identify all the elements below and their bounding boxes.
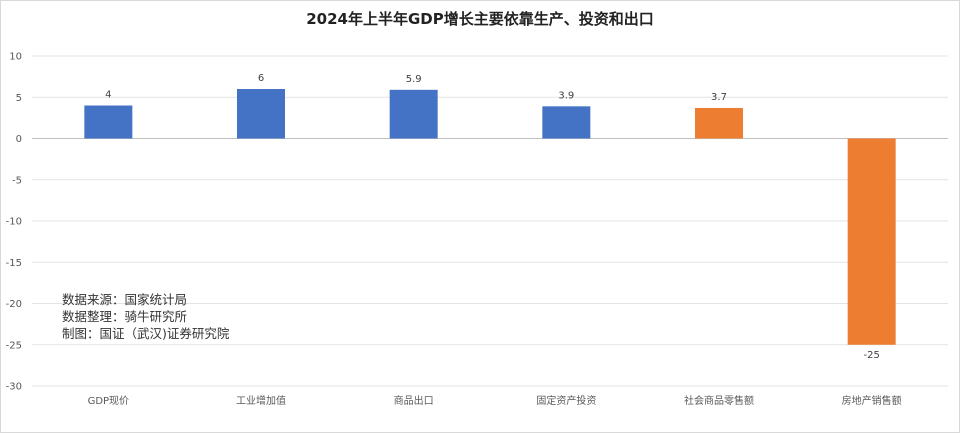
data-label: 3.9: [558, 90, 574, 101]
x-category-label: GDP现价: [88, 395, 129, 407]
y-tick-label: -20: [6, 299, 22, 310]
data-labels: 4 6 5.9 3.9 3.7 -25: [105, 73, 880, 361]
bars: [84, 89, 896, 345]
note-chart-maker: 制图：国证（武汉)证券研究院: [62, 326, 230, 341]
y-tick-label: -30: [6, 382, 22, 393]
data-label: 5.9: [406, 74, 422, 85]
bar: [389, 89, 438, 139]
note-data-compiled: 数据整理：骑牛研究所: [62, 309, 188, 324]
data-label: -25: [863, 350, 879, 361]
y-axis-ticks: 10 5 0 -5 -10 -15 -20 -25 -30: [6, 52, 22, 393]
y-tick-label: 5: [16, 93, 22, 104]
data-label: 3.7: [711, 92, 727, 103]
y-tick-label: -10: [6, 217, 22, 228]
x-category-label: 房地产销售额: [842, 394, 902, 407]
chart-title: 2024年上半年GDP增长主要依靠生产、投资和出口: [306, 10, 654, 28]
bar: [84, 105, 133, 139]
bar: [695, 107, 743, 139]
bar: [237, 89, 285, 139]
y-tick-label: 0: [16, 134, 22, 145]
y-tick-label: -15: [6, 258, 22, 269]
bar: [847, 138, 896, 345]
y-tick-label: -25: [6, 340, 22, 351]
x-category-label: 社会商品零售额: [684, 394, 754, 407]
x-axis-categories: GDP现价 工业增加值 商品出口 固定资产投资 社会商品零售额 房地产销售额: [88, 394, 902, 407]
data-label: 6: [258, 73, 264, 84]
y-tick-label: -5: [12, 175, 22, 186]
grid-lines: [32, 55, 948, 387]
note-data-source: 数据来源：国家统计局: [62, 292, 188, 307]
x-category-label: 固定资产投资: [536, 394, 596, 407]
x-category-label: 商品出口: [394, 394, 434, 407]
bar: [542, 106, 591, 139]
data-label: 4: [105, 90, 111, 101]
x-category-label: 工业增加值: [236, 394, 286, 407]
y-tick-label: 10: [9, 52, 22, 63]
